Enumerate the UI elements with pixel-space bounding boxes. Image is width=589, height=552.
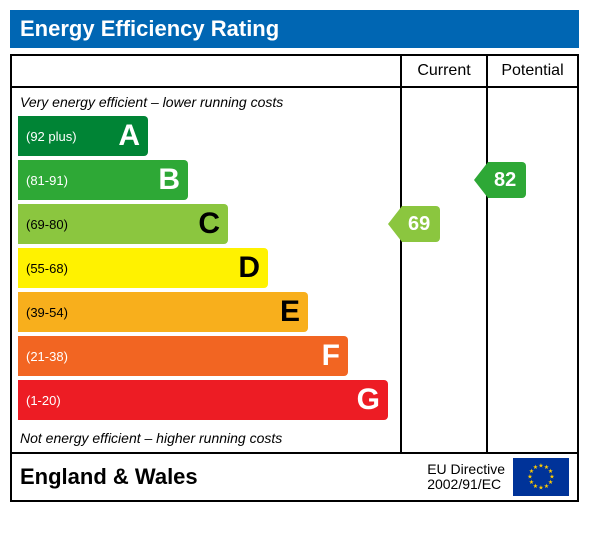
band-range: (92 plus): [18, 129, 77, 144]
header-spacer: [12, 56, 400, 86]
footer-directive: EU Directive 2002/91/EC: [427, 462, 505, 493]
potential-rating-arrow-value: 82: [488, 162, 526, 198]
band-letter: E: [280, 295, 300, 329]
header-row: Current Potential: [12, 56, 577, 88]
band-range: (21-38): [18, 349, 68, 364]
band-letter: F: [322, 339, 340, 373]
band-letter: G: [357, 383, 380, 417]
band-e: (39-54) E: [18, 292, 308, 332]
potential-column: 82: [486, 88, 577, 452]
current-column: 69: [400, 88, 486, 452]
directive-line-1: EU Directive: [427, 462, 505, 477]
caption-efficient: Very energy efficient – lower running co…: [18, 92, 400, 116]
band-a: (92 plus) A: [18, 116, 148, 156]
epc-chart: Energy Efficiency Rating Current Potenti…: [0, 0, 589, 512]
current-rating-arrow-value: 69: [402, 206, 440, 242]
band-range: (1-20): [18, 393, 61, 408]
potential-rating-arrow: 82: [474, 162, 526, 198]
band-letter: D: [238, 251, 260, 285]
footer-region: England & Wales: [20, 464, 427, 490]
header-current: Current: [400, 56, 486, 86]
band-range: (39-54): [18, 305, 68, 320]
band-c: (69-80) C: [18, 204, 228, 244]
chart-box: Current Potential Very energy efficient …: [10, 54, 579, 502]
footer: England & Wales EU Directive 2002/91/EC …: [12, 452, 577, 500]
band-d: (55-68) D: [18, 248, 268, 288]
directive-line-2: 2002/91/EC: [427, 477, 505, 492]
header-potential: Potential: [486, 56, 577, 86]
band-b: (81-91) B: [18, 160, 188, 200]
band-letter: B: [158, 163, 180, 197]
bands-column: Very energy efficient – lower running co…: [12, 88, 400, 452]
title-bar: Energy Efficiency Rating: [10, 10, 579, 48]
band-f: (21-38) F: [18, 336, 348, 376]
current-rating-arrow: 69: [388, 206, 440, 242]
band-range: (55-68): [18, 261, 68, 276]
band-letter: C: [198, 207, 220, 241]
eu-flag-icon: ★★★★★★★★★★★★: [513, 458, 569, 496]
band-range: (81-91): [18, 173, 68, 188]
band-range: (69-80): [18, 217, 68, 232]
body-row: Very energy efficient – lower running co…: [12, 88, 577, 452]
band-letter: A: [118, 119, 140, 153]
band-g: (1-20) G: [18, 380, 388, 420]
caption-inefficient: Not energy efficient – higher running co…: [18, 424, 400, 450]
